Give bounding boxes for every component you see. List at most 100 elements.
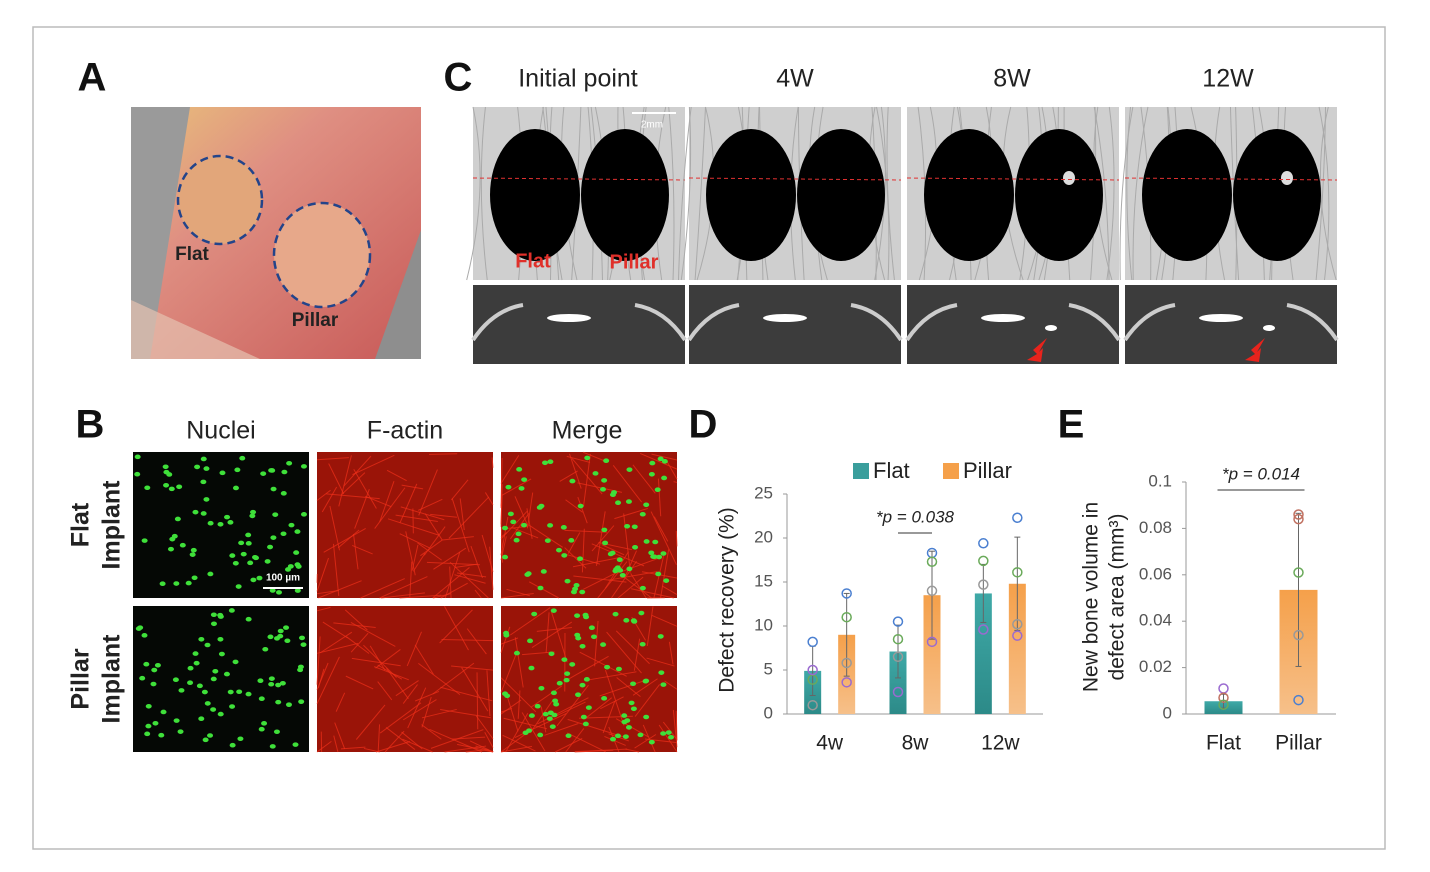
actin — [506, 588, 531, 597]
nucleus — [217, 521, 224, 527]
legend-label: Pillar — [963, 458, 1012, 483]
actin — [668, 641, 674, 665]
actin — [402, 684, 418, 704]
nucleus — [204, 642, 211, 648]
actin — [484, 492, 494, 506]
y-tick-label: 0.08 — [1139, 518, 1172, 537]
nucleus — [229, 704, 236, 709]
section-line — [472, 177, 686, 181]
actin — [454, 563, 478, 569]
nucleus — [264, 559, 271, 564]
y-tick-label: 0.04 — [1139, 611, 1172, 630]
bar — [889, 651, 907, 714]
actin — [503, 717, 547, 730]
nucleus — [561, 657, 568, 662]
scale-label: 100 µm — [266, 573, 300, 584]
nucleus — [294, 529, 301, 534]
nucleus — [505, 484, 512, 490]
nucleus — [513, 650, 520, 656]
nucleus — [217, 614, 224, 619]
y-tick-label: 25 — [754, 483, 773, 502]
nucleus — [192, 651, 199, 656]
nucleus — [547, 523, 554, 528]
nucleus — [269, 744, 276, 749]
actin — [369, 645, 386, 671]
actin — [355, 704, 386, 740]
nucleus — [657, 634, 664, 639]
nucleus — [660, 731, 667, 736]
actin — [661, 585, 678, 596]
nucleus — [223, 671, 230, 677]
actin — [421, 696, 432, 728]
actin — [567, 532, 581, 554]
nucleus — [639, 511, 646, 517]
actin — [489, 546, 494, 590]
nucleus — [187, 665, 194, 671]
implant — [1199, 314, 1243, 322]
annotation: *p = 0.038 — [876, 507, 955, 526]
legend-swatch — [853, 463, 869, 479]
actin — [418, 498, 443, 511]
data-point — [926, 556, 938, 568]
column-header: 12W — [1202, 65, 1254, 93]
legend-swatch — [943, 463, 959, 479]
nucleus — [585, 705, 592, 710]
nucleus — [622, 734, 629, 739]
actin — [474, 589, 482, 599]
actin — [486, 670, 491, 717]
actin — [528, 581, 560, 599]
y-axis-label: defect area (mm³) — [1106, 514, 1129, 681]
texture — [680, 106, 692, 281]
actin — [577, 496, 588, 524]
nucleus — [652, 539, 659, 545]
nucleus — [145, 723, 152, 729]
nucleus — [582, 721, 589, 727]
nucleus — [615, 733, 622, 739]
new-bone — [1063, 171, 1075, 185]
actin — [379, 480, 395, 523]
actin — [337, 529, 360, 549]
nucleus — [210, 621, 217, 627]
actin — [565, 499, 583, 513]
nucleus — [210, 676, 217, 682]
nucleus — [632, 544, 639, 550]
actin — [522, 651, 555, 656]
nucleus — [187, 680, 194, 685]
actin — [500, 699, 522, 715]
nucleus — [625, 499, 632, 504]
actin — [440, 686, 493, 702]
column-header: F-actin — [367, 417, 443, 445]
section-line — [1124, 177, 1338, 181]
micrograph — [317, 452, 493, 598]
nucleus — [210, 612, 217, 618]
actin — [666, 460, 678, 480]
nucleus — [160, 709, 167, 715]
nucleus — [661, 459, 668, 464]
nucleus — [537, 585, 544, 591]
nucleus — [665, 730, 672, 735]
nucleus — [658, 670, 665, 675]
actin — [353, 534, 359, 570]
nucleus — [252, 554, 259, 560]
nucleus — [668, 734, 675, 740]
actin — [451, 479, 469, 501]
actin — [633, 638, 641, 671]
texture — [874, 106, 886, 281]
nucleus — [141, 633, 148, 638]
actin — [395, 514, 438, 522]
actin — [625, 748, 640, 753]
actin — [531, 621, 573, 649]
nucleus — [579, 643, 586, 649]
actin — [351, 657, 401, 667]
nucleus — [655, 571, 662, 577]
actin — [566, 455, 591, 463]
actin — [573, 575, 627, 583]
nucleus — [275, 590, 282, 595]
panel-label: A — [78, 56, 107, 100]
actin — [657, 478, 662, 517]
actin — [604, 669, 625, 726]
nucleus — [630, 706, 637, 712]
nucleus — [612, 611, 619, 617]
x-tick-label: 8w — [902, 732, 930, 755]
nucleus — [568, 538, 575, 543]
